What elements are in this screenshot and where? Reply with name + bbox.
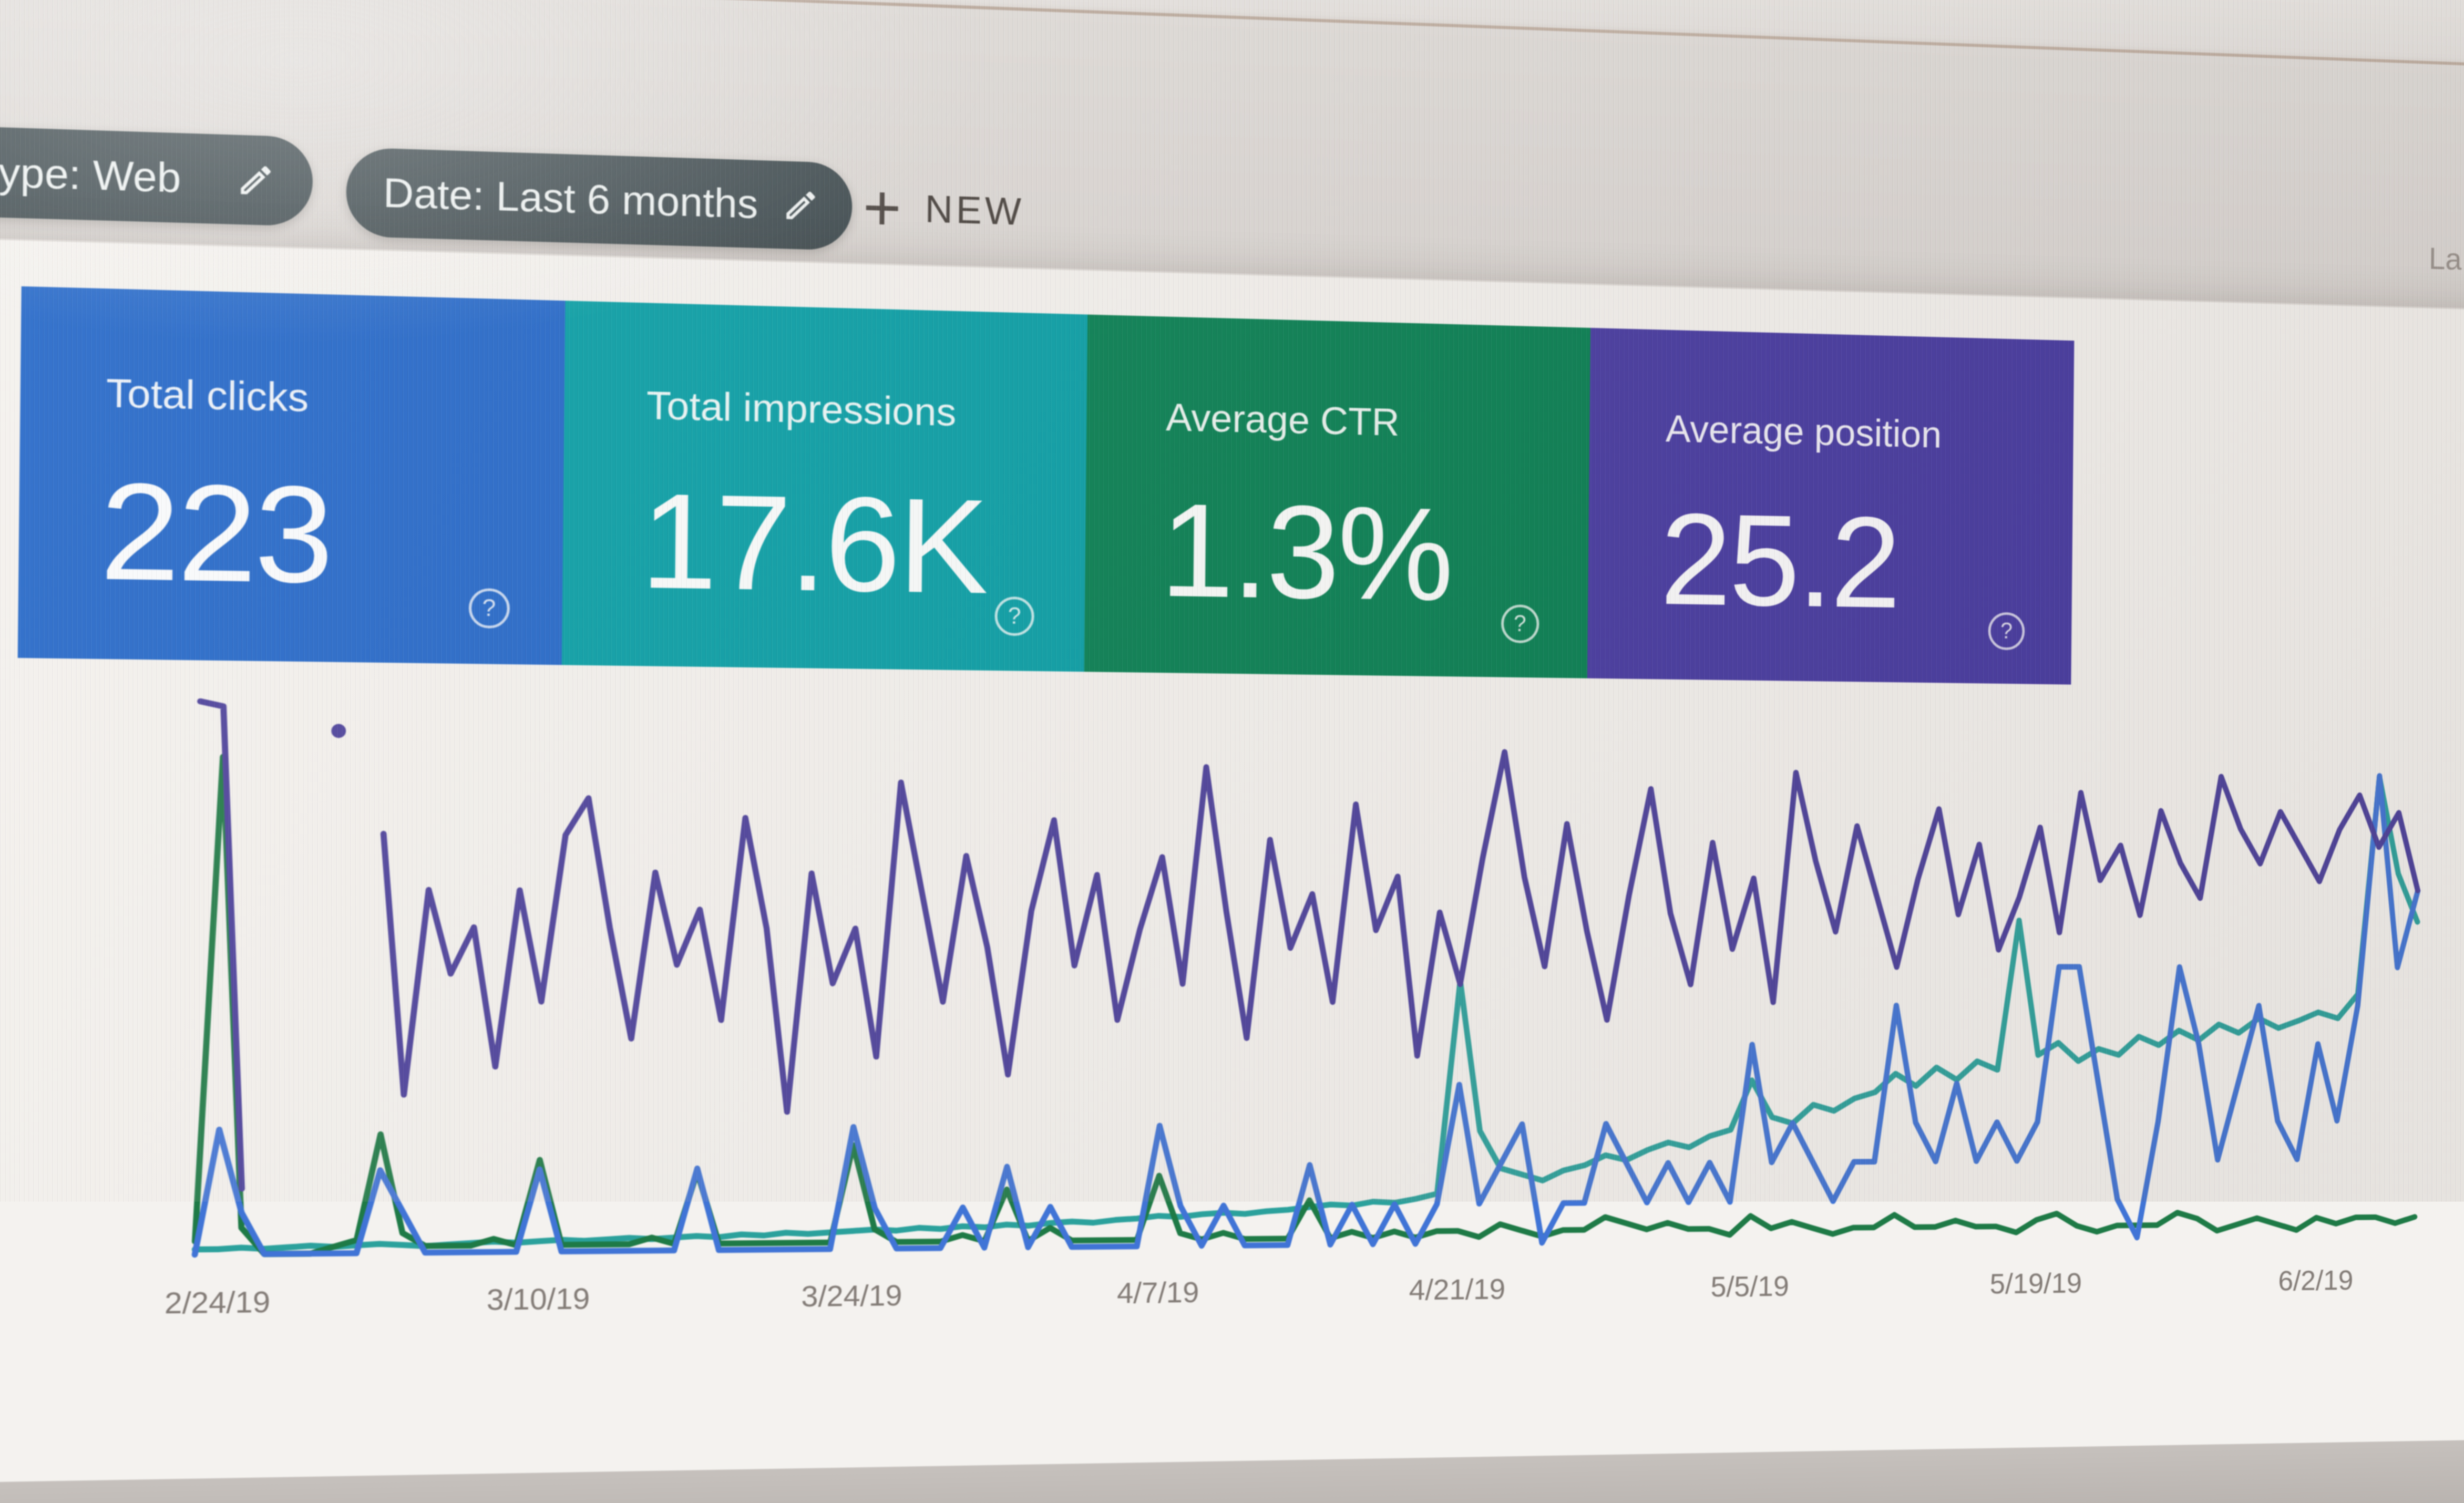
x-tick-label: 4/21/19 xyxy=(1409,1272,1506,1306)
average-position-line xyxy=(196,702,2419,1189)
card-label: Total impressions xyxy=(646,383,1087,438)
search-type-chip-label: type: Web xyxy=(0,148,181,202)
total-impressions-card[interactable]: Total impressions 17.6K ? xyxy=(561,301,1087,672)
x-tick-label: 3/10/19 xyxy=(487,1281,590,1317)
pencil-icon xyxy=(782,186,820,224)
x-tick-label: 3/24/19 xyxy=(801,1278,902,1313)
plus-icon: + xyxy=(863,175,901,241)
x-tick-label: 6/2/19 xyxy=(2278,1263,2353,1297)
x-tick-label: 5/19/19 xyxy=(1990,1266,2082,1300)
card-label: Average CTR xyxy=(1166,395,1589,449)
card-label: Average position xyxy=(1666,406,2073,459)
isolated-data-point xyxy=(331,724,346,738)
search-type-filter-chip[interactable]: type: Web xyxy=(0,126,313,227)
help-glyph: ? xyxy=(1514,611,1526,637)
x-tick-label: 4/7/19 xyxy=(1117,1275,1199,1310)
help-icon[interactable]: ? xyxy=(1501,604,1539,643)
x-tick-label: 5/5/19 xyxy=(1710,1269,1789,1303)
photographed-screen: type: Web Date: Last 6 months + NEW La T… xyxy=(0,0,2464,1503)
new-button-label: NEW xyxy=(925,188,1024,234)
help-icon[interactable]: ? xyxy=(994,596,1034,636)
help-icon[interactable]: ? xyxy=(468,588,510,629)
pencil-icon xyxy=(236,160,276,200)
average-position-card[interactable]: Average position 25.2 ? xyxy=(1587,328,2074,685)
new-filter-button[interactable]: + NEW xyxy=(863,164,1025,254)
summary-cards: Total clicks 223 ? Total impressions 17.… xyxy=(18,286,2075,685)
card-label: Total clicks xyxy=(106,369,564,426)
performance-line-chart xyxy=(0,665,2464,1357)
help-icon[interactable]: ? xyxy=(1988,612,2025,651)
help-glyph: ? xyxy=(2000,619,2013,644)
total-clicks-card[interactable]: Total clicks 223 ? xyxy=(18,286,565,665)
x-tick-label: 2/24/19 xyxy=(165,1284,271,1321)
clicks-line xyxy=(195,755,2419,1254)
date-range-chip-label: Date: Last 6 months xyxy=(383,169,758,228)
top-right-cropped-text: La xyxy=(2429,241,2462,277)
date-range-filter-chip[interactable]: Date: Last 6 months xyxy=(346,147,853,251)
help-glyph: ? xyxy=(482,595,496,622)
help-glyph: ? xyxy=(1008,603,1021,630)
average-ctr-card[interactable]: Average CTR 1.3% ? xyxy=(1084,315,1590,678)
search-console-performance-page: type: Web Date: Last 6 months + NEW La T… xyxy=(0,0,2464,1503)
